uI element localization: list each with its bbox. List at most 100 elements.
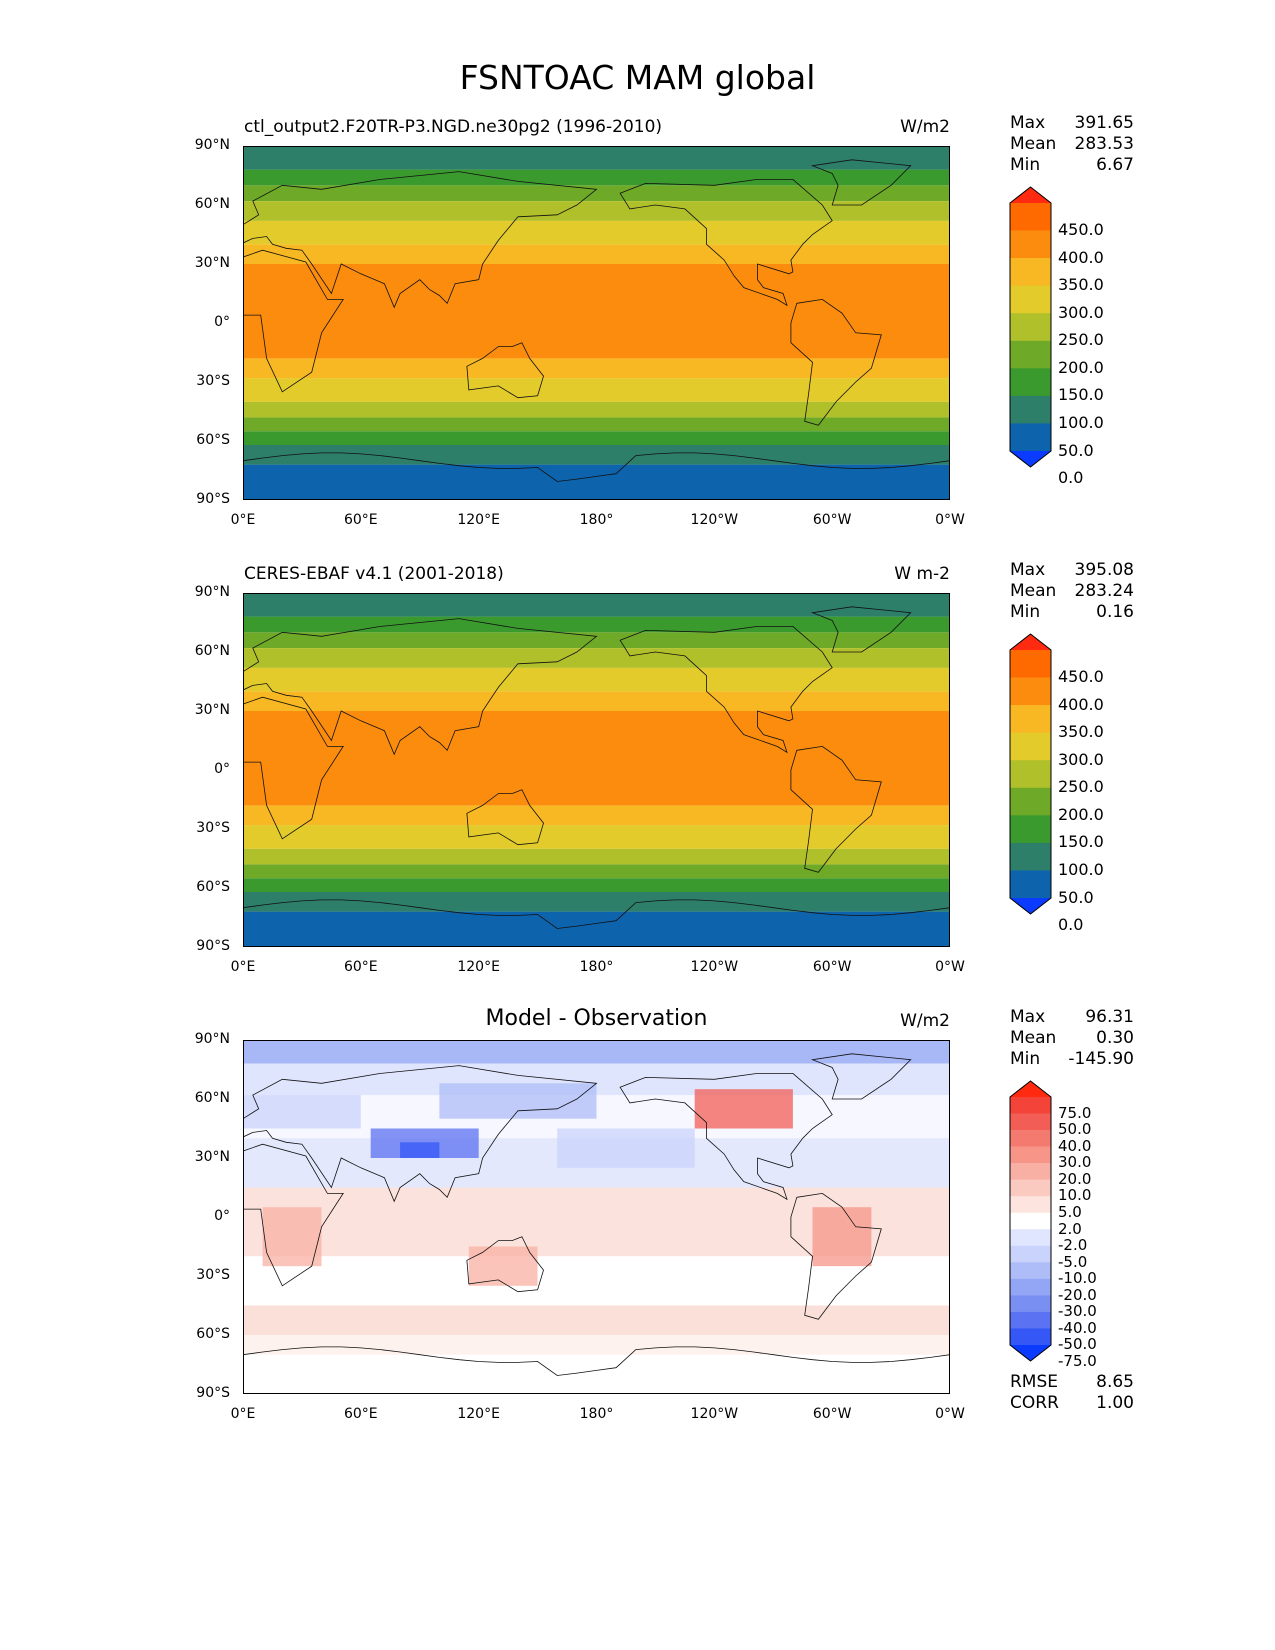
zonal-band [243, 878, 950, 892]
zonal-band [243, 711, 950, 806]
x-tick-label: 0°W [935, 959, 965, 975]
coastline-shape [810, 159, 912, 206]
stats-row: Min 0.16 [1010, 602, 1134, 623]
colorbar-label: -30.0 [1058, 1302, 1097, 1321]
coastline-shape [466, 342, 544, 399]
y-tick-label: 0° [214, 761, 230, 777]
zonal-band [243, 201, 950, 221]
colorbar-outline [1009, 633, 1052, 915]
y-tick-label: 60°N [194, 643, 230, 659]
stats-block: Max 391.65 Mean 283.53 Min 6.67 [1010, 113, 1134, 176]
panel-title: Model - Observation [485, 1006, 708, 1031]
colorbar-segment [1010, 760, 1051, 789]
zonal-band [243, 825, 950, 849]
stats-row: Max 96.31 [1010, 1007, 1134, 1028]
coastline-shape [466, 1236, 544, 1293]
zonal-band [243, 632, 950, 648]
colorbar-label: -50.0 [1058, 1335, 1097, 1354]
colorbar-segment [1010, 732, 1051, 761]
colorbar-segment [1010, 1311, 1051, 1329]
difference-band [243, 1040, 950, 1064]
zonal-band [243, 244, 950, 264]
colorbar-extend-high [1010, 1081, 1051, 1097]
difference-patch [468, 1246, 538, 1286]
colorbar-label: 350.0 [1058, 275, 1104, 295]
x-tick-label: 180° [579, 512, 614, 528]
metric-value: 8.65 [1096, 1372, 1134, 1392]
x-tick-label: 60°W [812, 512, 852, 528]
colorbar-segment [1010, 285, 1051, 314]
difference-patch [694, 1089, 793, 1129]
x-tick-label: 180° [579, 1406, 614, 1422]
zonal-band [243, 378, 950, 402]
colorbar-label: -20.0 [1058, 1285, 1097, 1304]
antarctica-coastline [243, 452, 950, 482]
difference-patch [439, 1083, 597, 1119]
map-frame [243, 1040, 950, 1394]
coastline-shape [243, 696, 344, 840]
stat-label: Max [1010, 1007, 1046, 1027]
figure-title: FSNTOAC MAM global [459, 58, 816, 97]
y-tick-label: 60°S [196, 879, 230, 895]
colorbar-segment [1010, 395, 1051, 424]
colorbar-label: 450.0 [1058, 667, 1104, 687]
colorbar-label: 75.0 [1058, 1103, 1092, 1122]
colorbar [1009, 1080, 1052, 1362]
stat-label: Min [1010, 1049, 1041, 1069]
colorbar-label: 400.0 [1058, 694, 1104, 714]
x-tick-label: 60°W [812, 959, 852, 975]
metrics-block: RMSE 8.65 CORR 1.00 [1010, 1372, 1134, 1414]
zonal-band [243, 169, 950, 186]
colorbar-segment [1010, 1212, 1051, 1230]
zonal-band [243, 146, 950, 170]
coastline-shape [243, 1065, 598, 1203]
x-tick-label: 60°W [812, 1406, 852, 1422]
y-tick-label: 30°N [194, 702, 230, 718]
colorbar-label: 100.0 [1058, 860, 1104, 880]
colorbar-label: -10.0 [1058, 1269, 1097, 1288]
colorbar-label: 300.0 [1058, 749, 1104, 769]
zonal-band [243, 264, 950, 359]
x-tick-label: 0°W [935, 512, 965, 528]
stat-value: 395.08 [1074, 560, 1134, 580]
colorbar-segment [1010, 705, 1051, 733]
coastline-shape [790, 745, 882, 873]
colorbar-extend-high [1010, 187, 1051, 203]
colorbar-label: 250.0 [1058, 777, 1104, 797]
stat-value: 0.16 [1096, 602, 1134, 622]
stat-label: Max [1010, 560, 1046, 580]
coastline-shape [243, 1143, 344, 1287]
colorbar-label: -75.0 [1058, 1351, 1097, 1370]
x-tick-label: 120°E [457, 512, 500, 528]
coastline-shape [466, 789, 544, 846]
colorbar-label: 2.0 [1058, 1219, 1082, 1238]
colorbar-segment [1010, 1163, 1051, 1180]
x-tick-label: 0°E [230, 512, 256, 528]
panel-units: W m-2 [894, 564, 950, 584]
zonal-band [243, 911, 950, 947]
colorbar-label: 250.0 [1058, 330, 1104, 350]
y-tick-label: 0° [214, 1208, 230, 1224]
stat-label: Min [1010, 602, 1041, 622]
y-tick-label: 90°S [196, 491, 230, 507]
zonal-band [243, 848, 950, 865]
metric-row: RMSE 8.65 [1010, 1372, 1134, 1393]
difference-patch [243, 1095, 361, 1129]
colorbar-segment [1010, 1097, 1051, 1114]
colorbar-label: 0.0 [1058, 468, 1084, 488]
colorbar-segment [1010, 423, 1051, 452]
colorbar-label: 150.0 [1058, 385, 1104, 405]
colorbar-label: -5.0 [1058, 1252, 1088, 1271]
y-tick-label: 30°N [194, 1149, 230, 1165]
colorbar-segment [1010, 842, 1051, 871]
x-tick-label: 120°W [690, 959, 739, 975]
stat-label: Mean [1010, 134, 1057, 154]
stat-label: Max [1010, 113, 1046, 133]
map-frame [243, 593, 950, 947]
coastline-shape [619, 1073, 833, 1201]
coastline-shape [810, 1053, 912, 1100]
metric-value: 1.00 [1096, 1393, 1134, 1413]
zonal-band [243, 431, 950, 445]
stats-row: Mean 283.53 [1010, 134, 1134, 155]
y-tick-label: 0° [214, 314, 230, 330]
